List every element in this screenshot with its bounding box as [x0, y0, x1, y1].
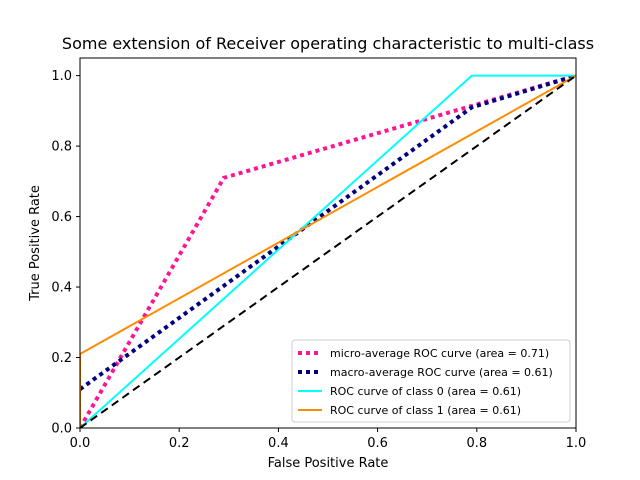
x-tick-label: 0.0 — [70, 436, 91, 451]
series-line-2 — [80, 74, 576, 428]
chance-reference-line — [80, 74, 576, 428]
y-axis-ticks: 0.0 0.2 0.4 0.6 0.8 1.0 — [51, 69, 80, 437]
y-tick-label: 0.6 — [51, 210, 72, 225]
series-line-3 — [80, 74, 576, 428]
y-tick-label: 0.8 — [51, 140, 72, 155]
legend-label: micro-average ROC curve (area = 0.71) — [330, 347, 549, 360]
x-tick-label: 0.4 — [268, 436, 289, 451]
series-line-0 — [80, 73, 576, 428]
legend-box — [291, 339, 571, 423]
legend-label: ROC curve of class 0 (area = 0.61) — [330, 385, 521, 398]
x-tick-label: 0.2 — [169, 436, 190, 451]
y-tick-label: 0.2 — [51, 351, 72, 366]
y-axis-label: True Positive Rate — [28, 185, 43, 302]
series-line-1 — [80, 73, 576, 391]
legend: micro-average ROC curve (area = 0.71) mac… — [291, 339, 571, 423]
series-layer — [80, 73, 576, 428]
x-axis-label: False Positive Rate — [268, 456, 389, 471]
x-tick-label: 0.8 — [466, 436, 487, 451]
x-axis-ticks: 0.0 0.2 0.4 0.6 0.8 1.0 — [70, 428, 587, 451]
legend-label: macro-average ROC curve (area = 0.61) — [330, 366, 553, 379]
chart-title: Some extension of Receiver operating cha… — [62, 34, 594, 53]
axes-frame — [79, 57, 577, 429]
y-tick-label: 0.4 — [51, 281, 72, 296]
y-tick-label: 0.0 — [51, 422, 72, 437]
legend-label: ROC curve of class 1 (area = 0.61) — [330, 404, 521, 417]
x-tick-label: 0.6 — [367, 436, 388, 451]
x-tick-label: 1.0 — [566, 436, 587, 451]
y-tick-label: 1.0 — [51, 69, 72, 84]
